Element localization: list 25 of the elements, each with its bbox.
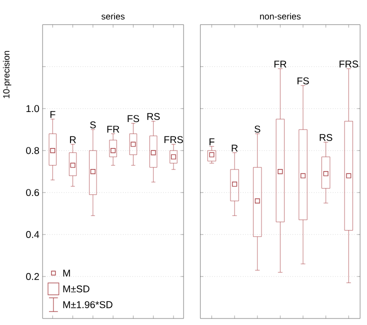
category-label: FS [298,78,309,85]
category-label: FRS [164,136,183,144]
category-label: FRS [340,60,358,68]
annotation: M±SD [63,286,90,293]
y-tick-label: 1.0 [26,105,40,112]
category-label: FR [107,126,120,133]
y-axis-title: 10-precision [2,51,12,98]
category-label: R [232,144,238,152]
y-tick-label: 0.2 [26,273,39,280]
annotation: M±1.96*SD [63,301,112,308]
annotation: M [63,270,70,277]
category-label: R [70,136,76,144]
category-label: FS [128,115,140,122]
category-label: F [50,111,56,118]
chart-title: series [102,13,125,20]
y-tick-label: 0.4 [26,231,40,238]
category-label: RS [147,113,160,120]
category-label: F [210,138,214,146]
category-label: FR [274,60,286,68]
category-label: S [90,122,96,129]
y-tick-label: 0.6 [26,189,40,196]
category-label: S [254,126,260,133]
category-label: RS [320,134,332,142]
y-tick-label: 0.8 [26,147,40,154]
chart-title: non-series [260,13,301,20]
